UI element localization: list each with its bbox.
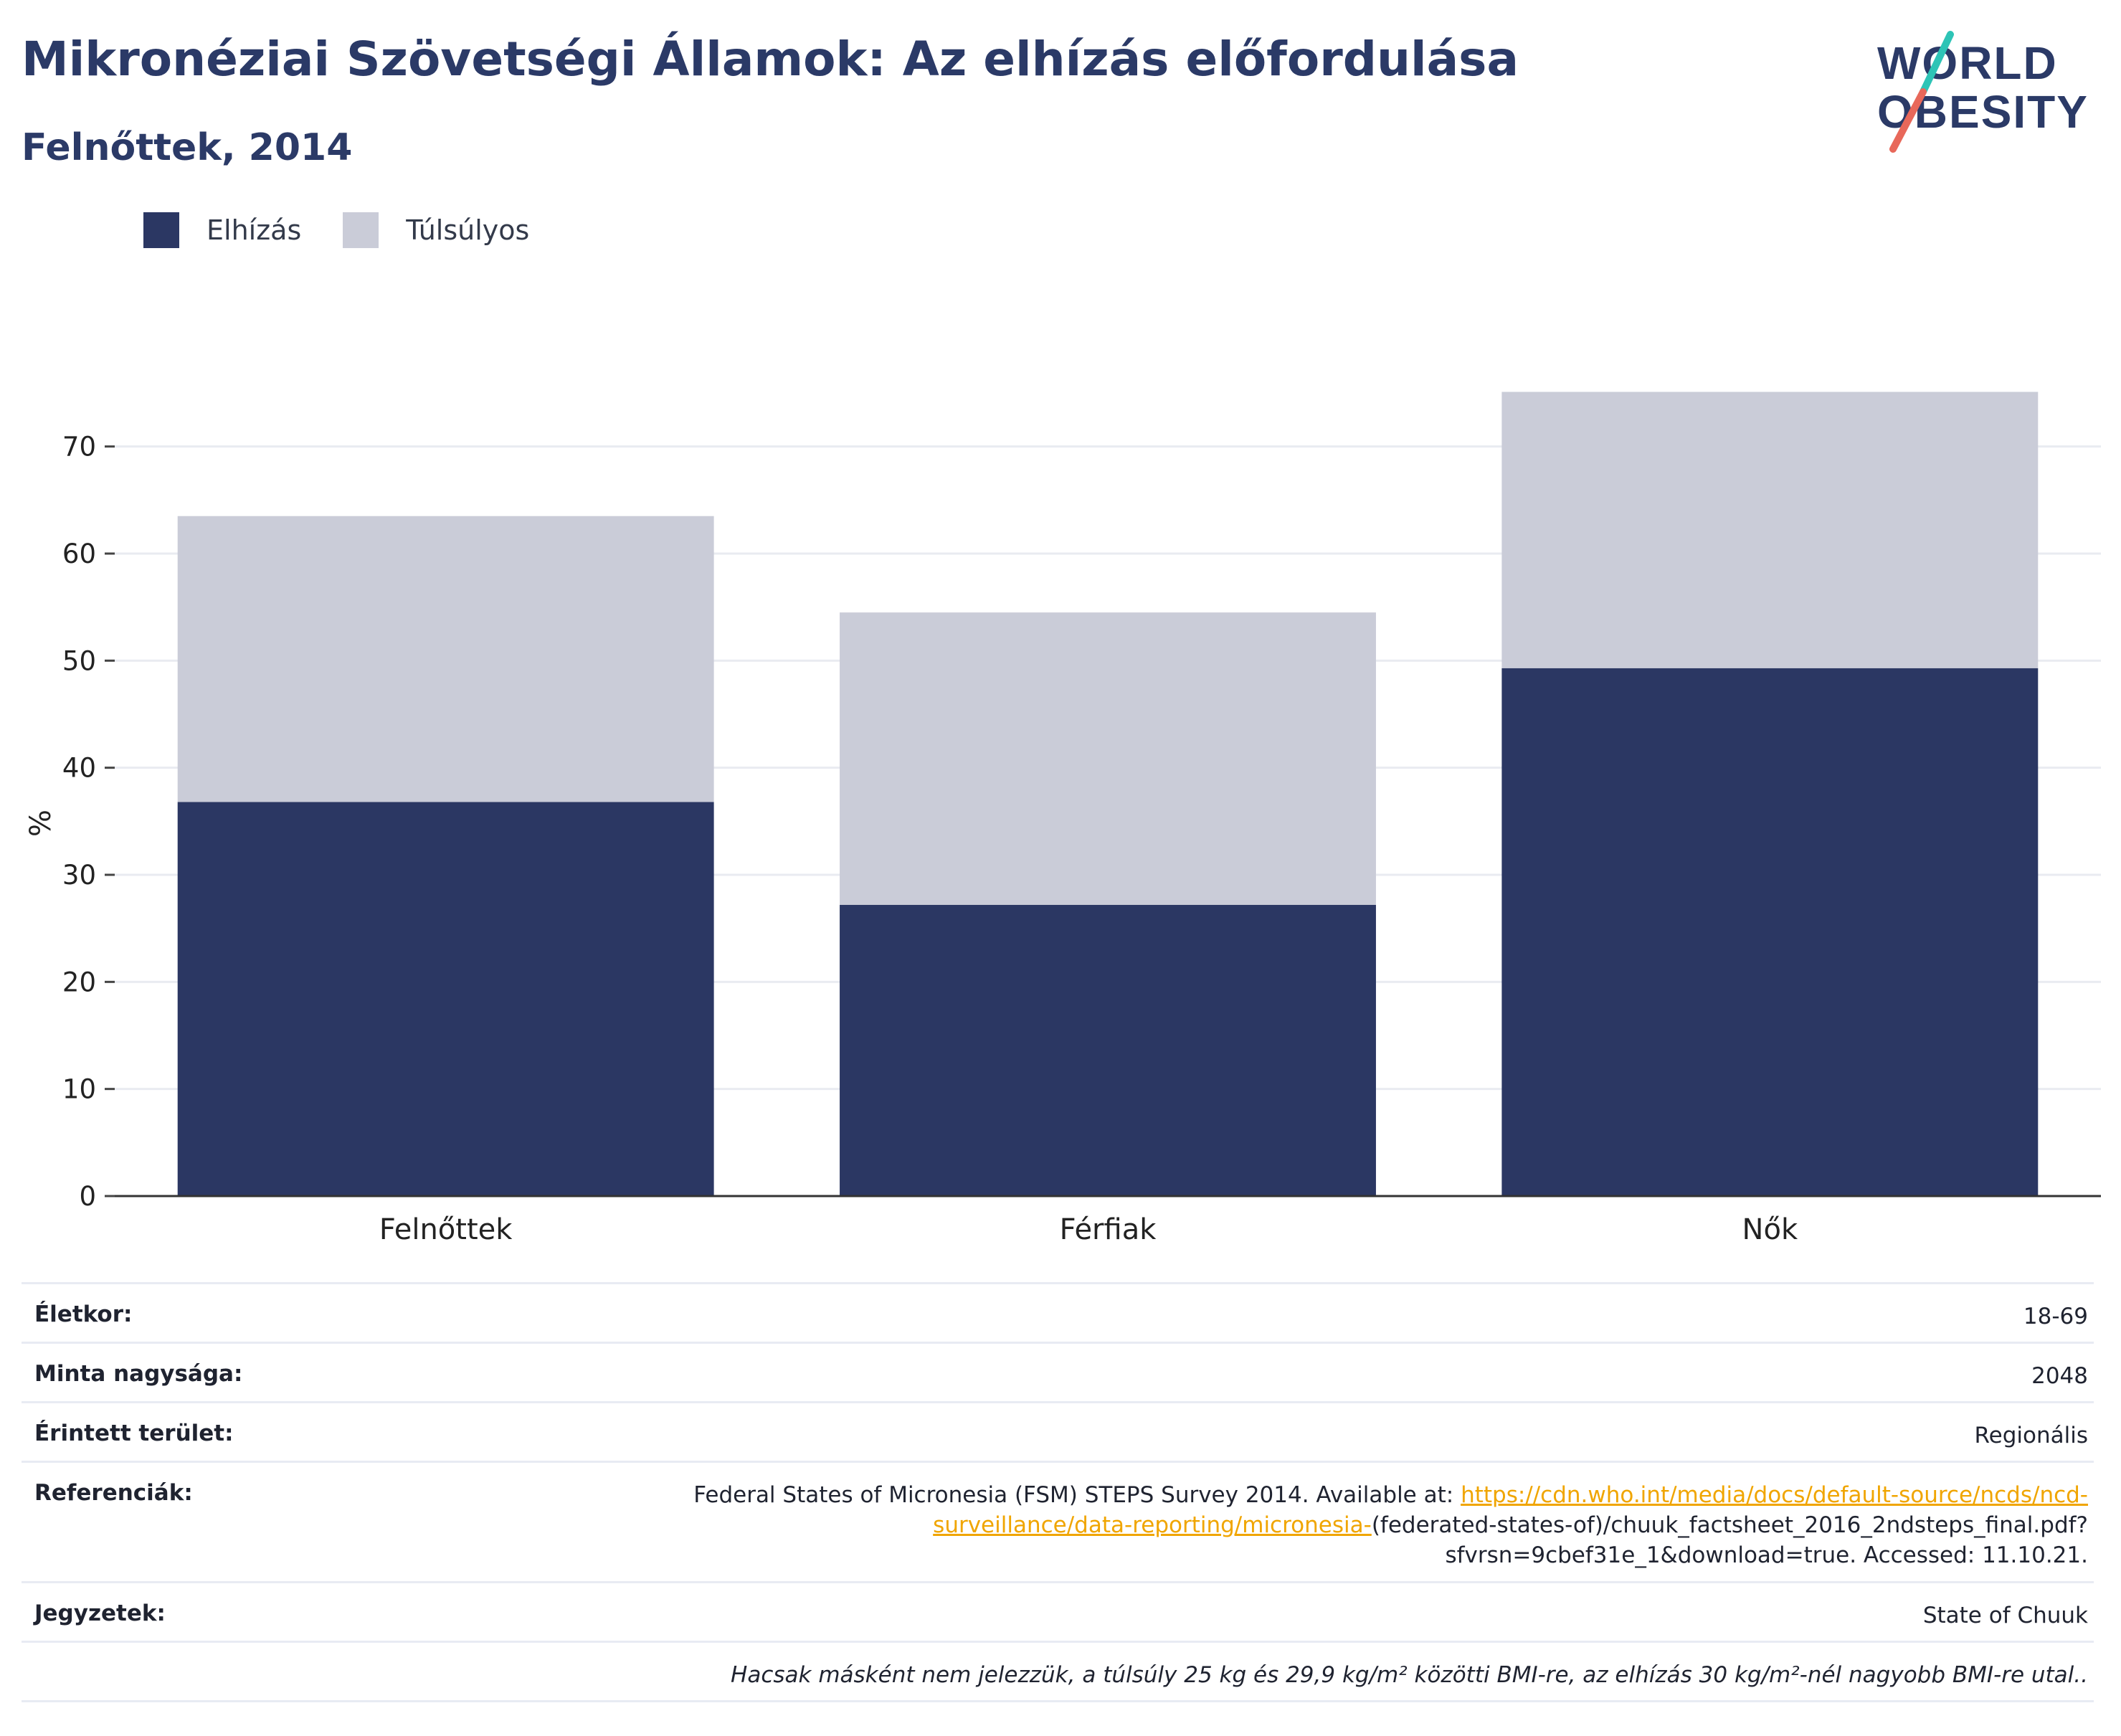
y-tick-label: 0: [79, 1181, 96, 1212]
legend-swatch-obesity: [143, 212, 179, 248]
bar-overweight: [840, 612, 1376, 905]
references-tail: (federated-states-of)/chuuk_factsheet_20…: [1371, 1512, 2088, 1568]
area-value: Regionális: [1974, 1423, 2089, 1448]
chart-title: Mikronéziai Szövetségi Államok: Az elhíz…: [22, 32, 1519, 87]
chart-legend: Elhízás Túlsúlyos: [143, 212, 571, 248]
y-axis-label: %: [24, 810, 57, 837]
details-row-area: Érintett terület: Regionális: [22, 1401, 2094, 1461]
stacked-bar-chart: 0 10 20 30 40 50 60 70% Felnőttek Férfiak Nők: [24, 392, 2101, 1246]
legend-item-overweight: Túlsúlyos: [343, 212, 529, 248]
y-tick-label: 10: [62, 1074, 96, 1105]
y-tick-label: 60: [62, 539, 96, 569]
sample-value: 2048: [2031, 1363, 2088, 1389]
y-tick-label: 70: [62, 432, 96, 463]
details-row-notes: Jegyzetek: State of Chuuk: [22, 1581, 2094, 1641]
bar-overweight: [177, 516, 714, 802]
legend-label-obesity: Elhízás: [207, 214, 302, 246]
details-row-age: Életkor: 18-69: [22, 1282, 2094, 1342]
logo-line1: WORLD: [1877, 37, 2058, 89]
details-row-footnote: Hacsak másként nem jelezzük, a túlsúly 2…: [22, 1641, 2094, 1702]
references-label: Referenciák:: [34, 1480, 193, 1506]
details-row-references: Referenciák: Federal States of Micronesi…: [22, 1461, 2094, 1581]
details-row-sample: Minta nagysága: 2048: [22, 1342, 2094, 1401]
notes-value: State of Chuuk: [1922, 1603, 2088, 1628]
references-text: Federal States of Micronesia (FSM) STEPS…: [693, 1482, 1461, 1508]
notes-label: Jegyzetek:: [34, 1600, 166, 1626]
world-obesity-logo: WORLD OBESITY: [1877, 31, 2087, 153]
references-value: Federal States of Micronesia (FSM) STEPS…: [640, 1463, 2094, 1581]
x-tick-label: Felnőttek: [379, 1213, 513, 1246]
legend-item-obesity: Elhízás: [143, 212, 301, 248]
footnote: Hacsak másként nem jelezzük, a túlsúly 2…: [731, 1662, 2088, 1688]
bar-obesity: [840, 904, 1376, 1196]
y-tick-label: 50: [62, 645, 96, 676]
x-tick-label: Férfiak: [1060, 1213, 1157, 1246]
sample-label: Minta nagysága:: [34, 1361, 243, 1387]
chart-subtitle: Felnőttek, 2014: [22, 126, 353, 169]
references-link[interactable]: https://cdn.who.int/media/docs/default-s…: [933, 1482, 2088, 1538]
x-tick-label: Nők: [1742, 1213, 1798, 1246]
y-tick-label: 20: [62, 967, 96, 997]
legend-swatch-overweight: [343, 212, 379, 248]
area-label: Érintett terület:: [34, 1420, 234, 1446]
bar-obesity: [177, 802, 714, 1196]
age-label: Életkor:: [34, 1301, 133, 1327]
bar-overweight: [1501, 392, 2039, 668]
legend-label-overweight: Túlsúlyos: [406, 214, 530, 246]
y-tick-label: 30: [62, 860, 96, 891]
details-table: Életkor: 18-69 Minta nagysága: 2048 Érin…: [22, 1282, 2094, 1702]
y-tick-label: 40: [62, 753, 96, 784]
age-value: 18-69: [2023, 1304, 2088, 1329]
bar-obesity: [1501, 668, 2039, 1196]
